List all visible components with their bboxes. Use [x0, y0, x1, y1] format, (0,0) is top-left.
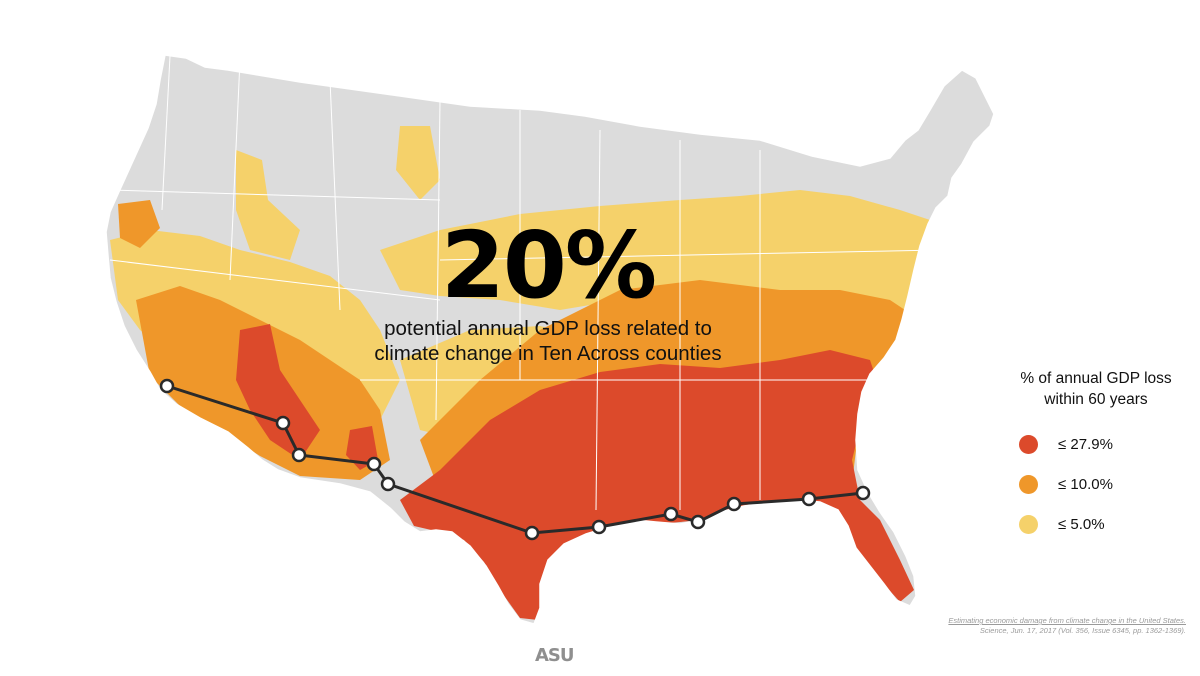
route-stop[interactable] [855, 485, 871, 501]
stat-caption-line-1: potential annual GDP loss related to [384, 317, 712, 340]
route-stop[interactable] [366, 456, 382, 472]
asu-logo: ASU [535, 645, 575, 666]
legend-item-low: ≤ 5.0% [996, 504, 1196, 544]
route-stop[interactable] [275, 415, 291, 431]
route-stop[interactable] [690, 514, 706, 530]
route-stop[interactable] [801, 491, 817, 507]
ten-across-route [159, 378, 871, 541]
legend-label-medium: ≤ 10.0% [1058, 475, 1113, 493]
route-stop[interactable] [663, 506, 679, 522]
region-yellow-plains [396, 126, 440, 200]
region-orange-oregon [118, 200, 160, 248]
route-stop[interactable] [159, 378, 175, 394]
legend-swatch-high [1019, 434, 1038, 454]
stat-caption-line-2: climate change in Ten Across counties [374, 342, 722, 365]
route-stop[interactable] [726, 496, 742, 512]
legend-swatch-medium [1019, 474, 1038, 494]
legend-item-medium: ≤ 10.0% [996, 464, 1196, 504]
route-stop[interactable] [380, 476, 396, 492]
state-borders [109, 55, 941, 511]
legend-label-high: ≤ 27.9% [1058, 435, 1113, 453]
headline: 20% potential annual GDP loss related to… [348, 212, 748, 366]
region-red-south [400, 350, 914, 620]
legend-swatch-low [1019, 514, 1038, 534]
legend-title-line-1: % of annual GDP loss [1020, 370, 1172, 387]
legend-title-line-2: within 60 years [1044, 391, 1148, 408]
stat-caption: potential annual GDP loss related to cli… [348, 316, 748, 366]
map-legend: % of annual GDP loss within 60 years ≤ 2… [996, 368, 1196, 544]
legend-title: % of annual GDP loss within 60 years [996, 368, 1196, 410]
source-citation: Estimating economic damage from climate … [886, 616, 1186, 636]
route-stop[interactable] [291, 447, 307, 463]
gdp-loss-stat: 20% [440, 212, 657, 319]
legend-label-low: ≤ 5.0% [1058, 515, 1105, 533]
route-stop[interactable] [524, 525, 540, 541]
source-link[interactable]: Estimating economic damage from climate … [948, 616, 1186, 625]
route-stop[interactable] [591, 519, 607, 535]
region-yellow-mountain [236, 150, 300, 260]
legend-item-high: ≤ 27.9% [996, 424, 1196, 464]
source-citation-text: Science, Jun. 17, 2017 (Vol. 356, Issue … [979, 626, 1186, 635]
region-red-arizona [236, 324, 320, 460]
